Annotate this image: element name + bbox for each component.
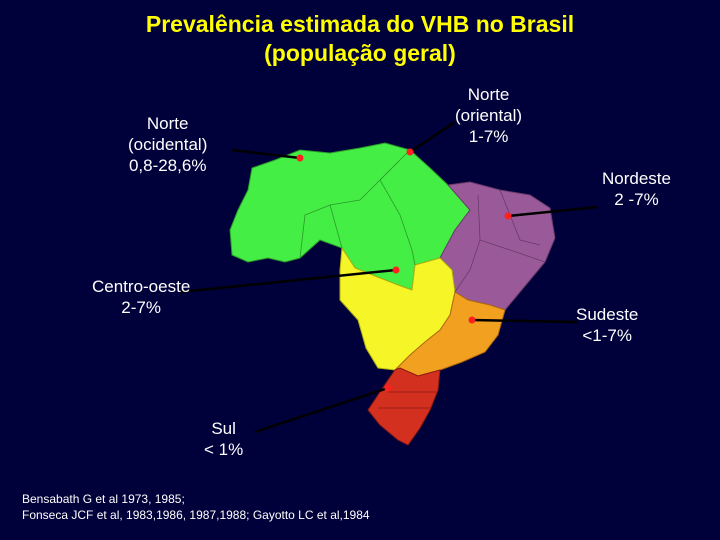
page-title: Prevalência estimada do VHB no Brasil (p… [0,10,720,68]
state-borders [299,149,416,266]
pointer-lines [179,120,599,434]
label-sul: Sul < 1% [204,419,244,459]
marker-nordeste [504,212,512,220]
marker-sudeste [468,316,476,324]
state-borders-south [378,391,436,409]
label-norte-ocidental: Norte (ocidental) 0,8-28,6% [128,114,208,175]
region-sul [367,367,441,446]
references: Bensabath G et al 1973, 1985; Fonseca JC… [22,491,370,523]
marker-centro-oeste [392,266,400,274]
reference-line-2: Fonseca JCF et al, 1983,1986, 1987,1988;… [22,508,370,522]
label-centro-oeste: Centro-oeste 2-7% [92,277,191,317]
title-line-2: (população geral) [264,40,456,66]
location-markers [296,148,512,392]
label-norte-oriental: Norte (oriental) 1-7% [455,85,523,146]
state-borders-nordeste [454,189,546,293]
title-line-1: Prevalência estimada do VHB no Brasil [145,11,575,37]
marker-norte-oriental [406,148,414,156]
label-nordeste: Nordeste 2 -7% [602,169,671,209]
marker-norte-ocidental [296,154,304,162]
reference-line-1: Bensabath G et al 1973, 1985; [22,492,185,506]
marker-sul [384,384,392,392]
label-sudeste: Sudeste <1-7% [576,305,639,345]
